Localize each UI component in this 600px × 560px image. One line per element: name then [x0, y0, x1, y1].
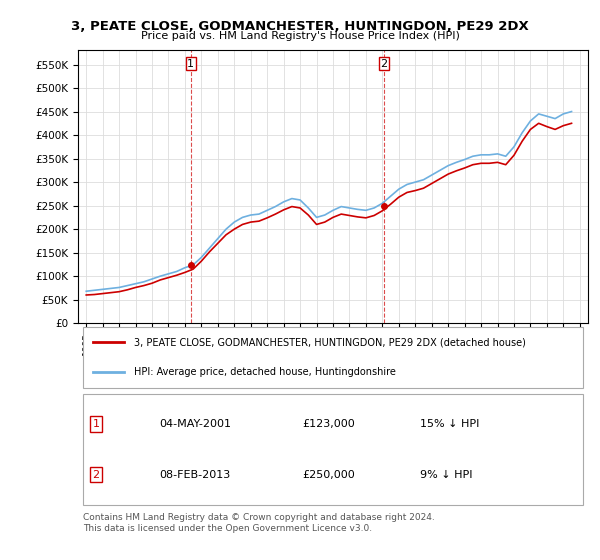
Text: Contains HM Land Registry data © Crown copyright and database right 2024.
This d: Contains HM Land Registry data © Crown c…	[83, 513, 435, 533]
Text: 9% ↓ HPI: 9% ↓ HPI	[420, 469, 472, 479]
Text: £123,000: £123,000	[302, 419, 355, 429]
Text: HPI: Average price, detached house, Huntingdonshire: HPI: Average price, detached house, Hunt…	[134, 367, 396, 377]
FancyBboxPatch shape	[83, 326, 583, 388]
Text: 1: 1	[92, 419, 100, 429]
Text: 1: 1	[187, 59, 194, 68]
Text: £250,000: £250,000	[302, 469, 355, 479]
Text: 08-FEB-2013: 08-FEB-2013	[160, 469, 231, 479]
Text: 04-MAY-2001: 04-MAY-2001	[160, 419, 232, 429]
FancyBboxPatch shape	[83, 394, 583, 505]
Text: 2: 2	[92, 469, 100, 479]
Text: 3, PEATE CLOSE, GODMANCHESTER, HUNTINGDON, PE29 2DX (detached house): 3, PEATE CLOSE, GODMANCHESTER, HUNTINGDO…	[134, 337, 526, 347]
Text: 3, PEATE CLOSE, GODMANCHESTER, HUNTINGDON, PE29 2DX: 3, PEATE CLOSE, GODMANCHESTER, HUNTINGDO…	[71, 20, 529, 32]
Text: 15% ↓ HPI: 15% ↓ HPI	[420, 419, 479, 429]
Text: Price paid vs. HM Land Registry's House Price Index (HPI): Price paid vs. HM Land Registry's House …	[140, 31, 460, 41]
Text: 2: 2	[380, 59, 388, 68]
